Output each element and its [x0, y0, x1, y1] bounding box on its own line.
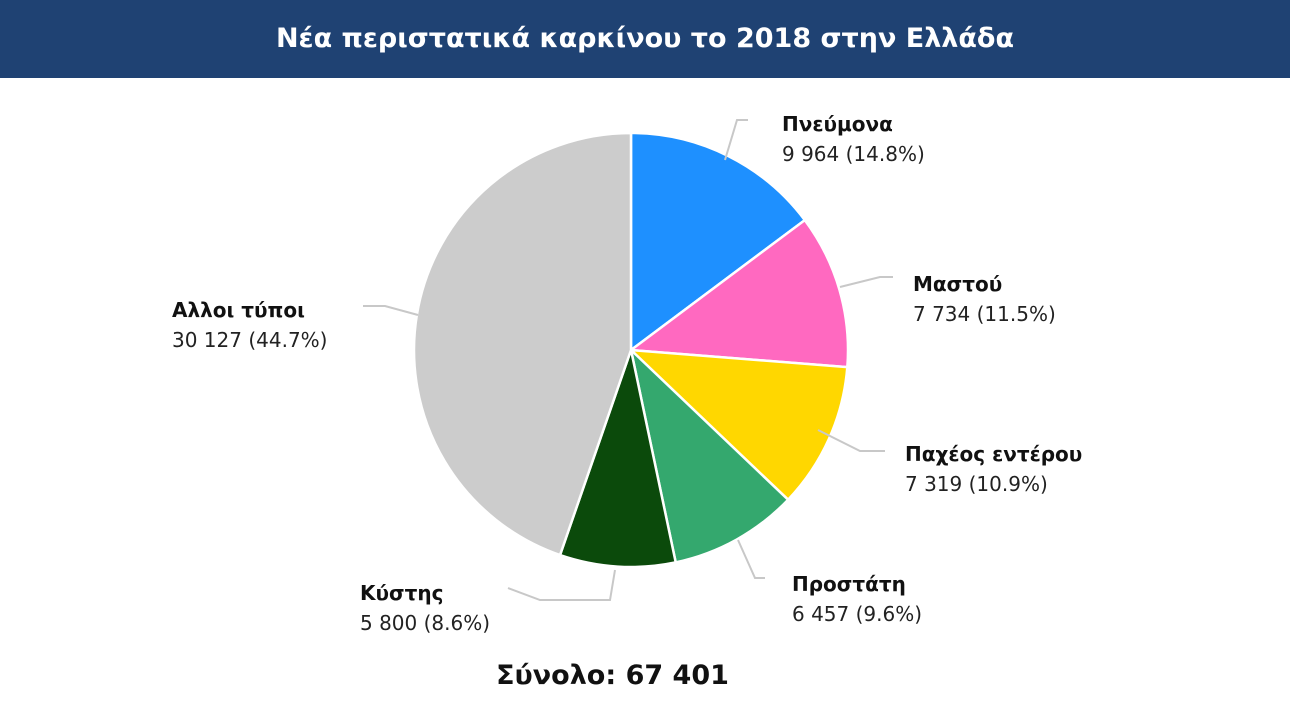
leader-lines [363, 119, 893, 601]
slice-label-value-3: 7 319 (10.9%) [905, 472, 1048, 496]
slice-label-name-4: Προστάτη [792, 572, 906, 596]
leader-line-5 [507, 569, 616, 601]
slice-label-name-3: Παχέος εντέρου [905, 442, 1082, 466]
slice-labels: Πνεύμονα 9 964 (14.8%) Μαστού 7 734 (11.5%)… [172, 112, 1082, 635]
leader-line-2 [839, 276, 893, 288]
leader-line-3 [817, 429, 885, 452]
leader-line-4 [737, 539, 765, 579]
slice-label-name-2: Μαστού [913, 272, 1002, 296]
pie-slice-4 [628, 346, 790, 564]
slice-label-value-1: 9 964 (14.8%) [782, 142, 925, 166]
slice-label-value-6: 30 127 (44.7%) [172, 328, 327, 352]
total-line: Σύνολο: 67 401 [0, 660, 1225, 691]
pie-slice-5 [558, 345, 678, 569]
leader-line-6 [363, 305, 419, 316]
pie-slice-2 [627, 218, 850, 369]
chart-title: Νέα περιστατικά καρκίνου το 2018 στην Ελ… [275, 23, 1015, 54]
pie-slice-3 [627, 348, 849, 502]
slice-label-value-4: 6 457 (9.6%) [792, 602, 922, 626]
slice-label-value-2: 7 734 (11.5%) [913, 302, 1056, 326]
leader-line-1 [724, 119, 748, 161]
pie-slice-1 [629, 131, 807, 353]
slice-label-name-6: Αλλοι τύποι [172, 298, 305, 322]
slice-label-name-1: Πνεύμονα [782, 112, 893, 136]
total-label: Σύνολο: [496, 660, 617, 691]
pie-slices [412, 131, 850, 569]
slice-label-name-5: Κύστης [360, 581, 443, 605]
slice-label-value-5: 5 800 (8.6%) [360, 611, 490, 635]
total-value: 67 401 [625, 660, 729, 691]
header-bar [0, 0, 1290, 78]
